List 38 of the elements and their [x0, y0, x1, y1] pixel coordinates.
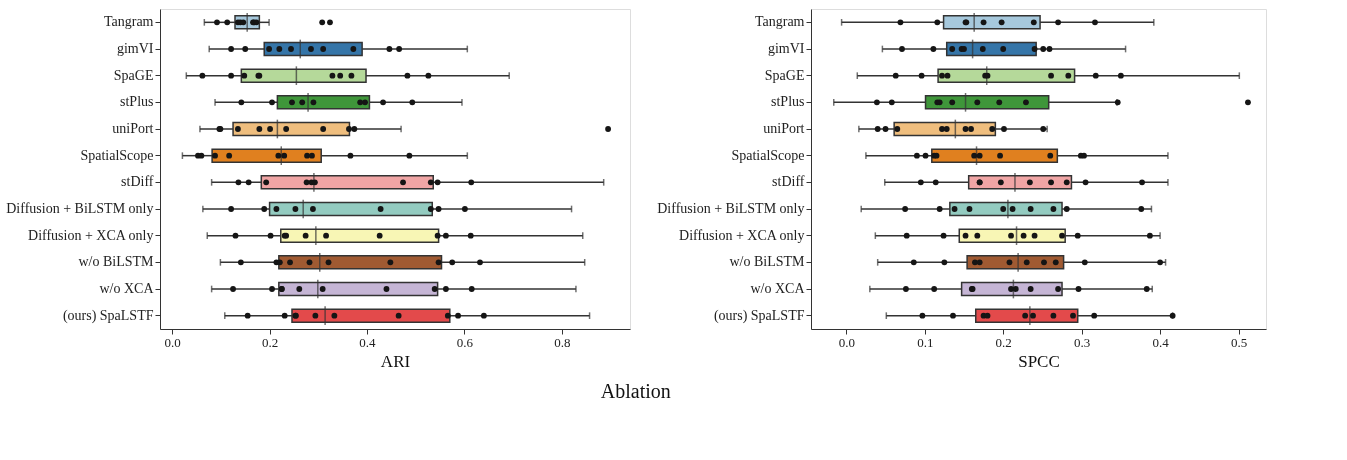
y-tick-label: w/o XCA: [750, 281, 806, 296]
x-tick-label: 0.0: [164, 334, 181, 350]
y-tick-label: stDiff: [121, 174, 154, 190]
y-tick-label: Diffusion + XCA only: [28, 227, 154, 243]
y-tick-label: w/o BiLSTM: [729, 254, 806, 270]
x-tick-label: 0.5: [1230, 334, 1248, 350]
y-tick-label: Diffusion + BiLSTM only: [6, 201, 154, 216]
x-axis-title: SPCC: [1018, 351, 1060, 371]
y-tick-label: uniPort: [112, 121, 154, 136]
y-tick-label: Diffusion + XCA only: [679, 227, 805, 243]
y-tick-label: stPlus: [771, 94, 805, 110]
y-tick-label: gimVI: [767, 41, 805, 56]
x-axis-title: ARI: [380, 351, 411, 371]
y-tick-label: stDiff: [772, 174, 805, 190]
y-tick-label: Tangram: [103, 14, 154, 30]
x-tick-label: 0.1: [917, 334, 934, 350]
y-tick-label: Diffusion + BiLSTM only: [657, 201, 805, 216]
y-tick-label: w/o XCA: [99, 281, 155, 296]
y-tick-label: SpatialScope: [80, 147, 154, 163]
x-tick-label: 0.0: [838, 334, 855, 350]
y-tick-label: Tangram: [754, 14, 805, 30]
x-tick-label: 0.4: [359, 334, 377, 350]
x-tick-label: 0.2: [261, 334, 279, 350]
y-tick-label: SpaGE: [113, 67, 154, 83]
y-tick-label: stPlus: [120, 94, 154, 110]
y-tick-label: (ours) SpaLSTF: [62, 307, 154, 324]
y-tick-label: uniPort: [763, 121, 805, 136]
x-tick-label: 0.2: [995, 334, 1012, 350]
text: Ablation: [600, 379, 671, 402]
x-tick-label: 0.8: [554, 334, 571, 350]
x-tick-label: 0.4: [1152, 334, 1170, 350]
x-tick-label: 0.3: [1074, 334, 1091, 350]
y-tick-label: gimVI: [116, 41, 154, 56]
y-tick-label: SpaGE: [764, 67, 805, 83]
y-tick-label: w/o BiLSTM: [78, 254, 155, 270]
x-tick-label: 0.6: [456, 334, 474, 350]
y-tick-label: SpatialScope: [731, 147, 805, 163]
y-tick-label: (ours) SpaLSTF: [713, 307, 805, 324]
